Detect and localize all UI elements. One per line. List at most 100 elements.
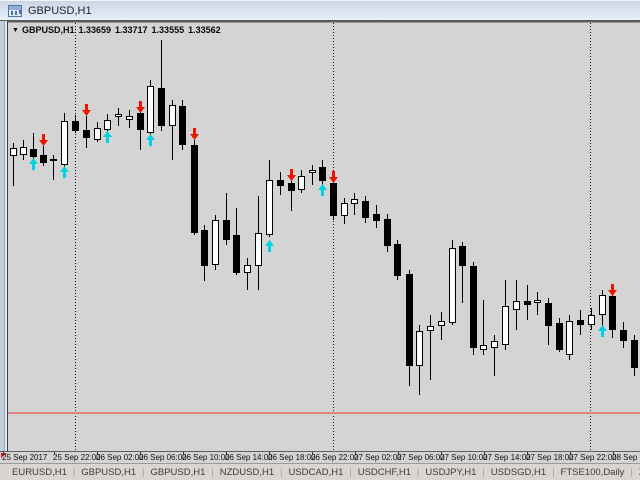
candle-body xyxy=(244,265,251,273)
candle-body xyxy=(513,301,520,310)
candle-wick xyxy=(483,300,484,355)
tab-eurusd-h1[interactable]: EURUSD,H1 xyxy=(12,466,67,478)
axis-start-marker-icon xyxy=(1,453,7,458)
window-title: GBPUSD,H1 xyxy=(28,5,92,17)
sell-arrow-icon xyxy=(329,171,338,183)
time-axis-label: 28 Sep 02:00 xyxy=(612,453,640,462)
price-level-line[interactable] xyxy=(8,412,640,414)
axis-tick xyxy=(226,452,227,454)
candle-wick xyxy=(13,143,14,186)
candle-body xyxy=(158,88,165,126)
window-titlebar[interactable]: GBPUSD,H1 xyxy=(0,0,640,21)
candle-body xyxy=(40,155,47,163)
candle-body xyxy=(427,326,434,331)
candle-body xyxy=(341,203,348,216)
axis-tick xyxy=(484,452,485,454)
ohlc-low: 1.33555 xyxy=(151,25,185,35)
candle-body xyxy=(126,116,133,120)
chart-tab-bar: EURUSD,H1 | GBPUSD,H1 | GBPUSD,H1 | NZDUSD,H1 |… xyxy=(0,463,640,480)
sell-arrow-icon xyxy=(608,284,617,296)
ohlc-symbol: GBPUSD,H1 xyxy=(21,25,75,35)
candle-body xyxy=(394,244,401,276)
candle-body xyxy=(556,323,563,350)
tab-xagusd-h1[interactable]: XAGUSD,H1 xyxy=(633,467,640,478)
candle-body xyxy=(147,86,154,133)
axis-tick xyxy=(570,452,571,454)
candle-body xyxy=(94,128,101,140)
candle-body xyxy=(169,105,176,126)
time-axis-label: 26 Sep 18:00 xyxy=(268,453,316,462)
buy-arrow-icon xyxy=(29,158,38,170)
candle-body xyxy=(10,148,17,156)
candle-body xyxy=(534,300,541,303)
tab-usdjpy-h1[interactable]: USDJPY,H1 xyxy=(425,466,477,478)
axis-tick xyxy=(54,452,55,454)
candle-body xyxy=(137,113,144,130)
candle-wick xyxy=(494,335,495,376)
candle-body xyxy=(179,106,186,145)
buy-arrow-icon xyxy=(103,131,112,143)
tab-usdcad-h1[interactable]: USDCAD,H1 xyxy=(288,466,344,478)
buy-arrow-icon xyxy=(146,134,155,146)
candle-body xyxy=(502,306,509,345)
tab-gbpusd-h1[interactable]: GBPUSD,H1 xyxy=(150,466,206,478)
candle-wick xyxy=(441,312,442,340)
candle-body xyxy=(61,121,68,165)
tab-usdchf-h1[interactable]: USDCHF,H1 xyxy=(357,466,412,478)
sell-arrow-icon xyxy=(136,101,145,113)
window-border xyxy=(0,20,640,23)
candle-body xyxy=(566,321,573,355)
buy-arrow-icon xyxy=(318,184,327,196)
candle-body xyxy=(351,199,358,204)
ohlc-readout: ▼ GBPUSD,H1 1.33659 1.33717 1.33555 1.33562 xyxy=(12,25,225,35)
axis-tick xyxy=(97,452,98,454)
candle-body xyxy=(491,341,498,348)
time-axis-label: 26 Sep 02:00 xyxy=(96,453,144,462)
sell-arrow-icon xyxy=(39,134,48,146)
candle-body xyxy=(362,201,369,218)
tab-nzdusd-h1[interactable]: NZDUSD,H1 xyxy=(219,466,275,478)
axis-tick xyxy=(312,452,313,454)
candle-wick xyxy=(462,242,463,303)
candle-body xyxy=(480,345,487,350)
sell-arrow-icon xyxy=(190,128,199,140)
candle-body xyxy=(191,145,198,233)
candle-wick xyxy=(172,100,173,160)
ohlc-high: 1.33717 xyxy=(115,25,148,35)
candle-wick xyxy=(354,193,355,215)
ohlc-close: 1.33562 xyxy=(188,25,221,35)
axis-tick xyxy=(441,452,442,454)
candle-body xyxy=(384,219,391,246)
axis-tick xyxy=(527,452,528,454)
time-axis-label: 27 Sep 06:00 xyxy=(397,453,445,462)
tab-separator: | xyxy=(72,467,76,477)
tab-usdsgd-h1[interactable]: USDSGD,H1 xyxy=(490,466,547,478)
time-axis-label: 26 Sep 22:00 xyxy=(311,453,359,462)
day-separator-line xyxy=(333,23,334,451)
buy-arrow-icon xyxy=(265,240,274,252)
tab-ftse100-daily[interactable]: FTSE100,Daily xyxy=(560,466,625,478)
day-separator-line xyxy=(590,23,591,451)
candle-wick xyxy=(33,133,34,160)
candle-body xyxy=(438,321,445,326)
tab-separator: | xyxy=(211,467,214,477)
axis-tick xyxy=(398,452,399,454)
candle-body xyxy=(201,230,208,266)
time-axis-label: 27 Sep 02:00 xyxy=(354,453,402,462)
time-axis-label: 27 Sep 10:00 xyxy=(440,453,488,462)
time-axis-label: 26 Sep 10:00 xyxy=(182,453,230,462)
candle-body xyxy=(104,120,111,130)
axis-tick xyxy=(183,452,184,454)
candle-body xyxy=(319,167,326,181)
time-axis-label: 26 Sep 06:00 xyxy=(139,453,187,462)
time-axis-label: 27 Sep 18:00 xyxy=(526,453,574,462)
buy-arrow-icon xyxy=(60,166,69,178)
tab-gbpusd-h1[interactable]: GBPUSD,H1 xyxy=(81,466,137,478)
candle-body xyxy=(266,180,273,235)
candle-wick xyxy=(247,258,248,290)
candle-body xyxy=(406,274,413,366)
candle-body xyxy=(416,331,423,366)
time-axis[interactable]: 25 Sep 2017 25 Sep 22:00 26 Sep 02:00 26 Se… xyxy=(0,451,640,463)
chart-area[interactable]: ▼ GBPUSD,H1 1.33659 1.33717 1.33555 1.33562 xyxy=(8,23,640,451)
